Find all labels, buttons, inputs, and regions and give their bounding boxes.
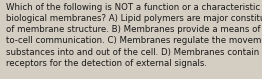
Text: Which of the following is NOT a function or a characteristic of
biological membr: Which of the following is NOT a function…: [6, 3, 262, 68]
